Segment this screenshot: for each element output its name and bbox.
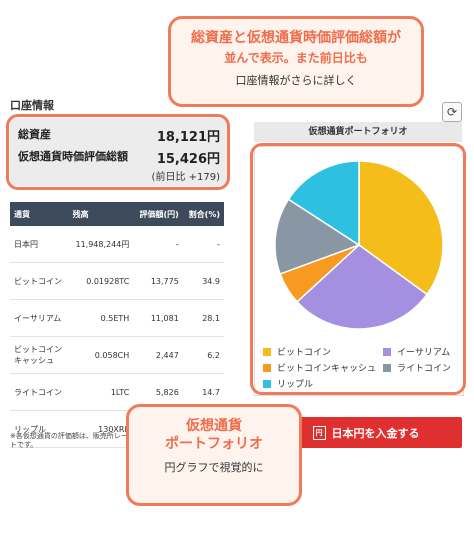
- cell-ratio: 34.9: [182, 262, 224, 300]
- change-text: (前日比 +179): [151, 172, 220, 183]
- pie-slice: [358, 160, 444, 296]
- legend-label: ビットコインキャッシュ: [277, 364, 377, 374]
- crypto-value-row: 仮想通貨時価評価総額 15,426円: [18, 148, 220, 167]
- cell-balance: 130XRP: [68, 410, 134, 448]
- table-header-row: 通貨 残高 評価額(円) 割合(%): [10, 202, 224, 226]
- pie-slice: [287, 160, 360, 247]
- legend-swatch: [383, 363, 391, 372]
- callout-account: 総資産と仮想通貨時価評価総額が 並んで表示。また前日比も 口座情報がさらに詳しく: [168, 16, 424, 107]
- cell-ratio: 28.1: [182, 299, 224, 337]
- portfolio-title: 仮想通貨ポートフォリオ: [254, 122, 462, 142]
- legend-swatch: [263, 379, 271, 388]
- portfolio-pie-chart: [274, 160, 444, 330]
- crypto-value-label: 仮想通貨時価評価総額: [18, 150, 128, 163]
- col-balance: 残高: [68, 202, 134, 226]
- portfolio-highlight-frame: [250, 143, 466, 395]
- legend-swatch: [383, 347, 391, 356]
- account-highlight-frame: [6, 114, 230, 190]
- legend-label: ビットコイン: [277, 348, 332, 358]
- cell-currency: イーサリアム: [10, 299, 69, 337]
- cell-currency: リップル: [10, 410, 69, 448]
- legend-item: イーサリアム: [383, 345, 450, 358]
- cell-balance: 0.058CH: [68, 336, 134, 374]
- deposit-jpy-button[interactable]: 円 日本円を入金する: [270, 417, 462, 448]
- crypto-value: 15,426円: [156, 152, 220, 167]
- cell-currency: ライトコイン: [10, 373, 69, 411]
- legend-item: ライトコイン: [383, 361, 451, 374]
- legend-swatch: [263, 347, 271, 356]
- cell-currency: 日本円: [10, 226, 69, 263]
- table-row: 日本円 11,948,244円 - -: [10, 226, 224, 263]
- callout-portfolio-line1: 仮想通貨: [186, 418, 242, 434]
- pie-slice: [296, 244, 428, 330]
- callout-portfolio-line2: ポートフォリオ: [165, 436, 263, 452]
- pie-slice: [274, 198, 361, 275]
- cell-valuation: -: [133, 226, 183, 263]
- callout-account-line3: 口座情報がさらに詳しく: [235, 74, 357, 87]
- table-row: ビットコイン キャッシュ 0.058CH 2,447 6.2: [10, 336, 224, 374]
- cell-ratio: -: [182, 226, 224, 263]
- callout-account-line1: 総資産と仮想通貨時価評価総額が: [191, 30, 401, 46]
- col-ratio: 割合(%): [182, 202, 224, 226]
- account-summary: 総資産 18,121円 仮想通貨時価評価総額 15,426円 (前日比 +179…: [10, 118, 228, 186]
- cell-balance: 0.5ETH: [68, 299, 134, 337]
- cell-balance: 11,948,244円: [68, 226, 134, 263]
- cell-valuation: 13,775: [133, 262, 183, 300]
- total-assets-label: 総資産: [18, 128, 51, 141]
- legend-swatch: [263, 363, 271, 372]
- holdings-table: 通貨 残高 評価額(円) 割合(%) 日本円 11,948,244円 - - ビットコイ…: [10, 202, 224, 448]
- legend-item: ビットコインキャッシュ: [263, 361, 376, 374]
- cell-balance: 1LTC: [68, 373, 134, 411]
- table-row: イーサリアム 0.5ETH 11,081 28.1: [10, 299, 224, 337]
- account-title: 口座情報: [10, 99, 54, 112]
- col-currency: 通貨: [10, 202, 69, 226]
- callout-account-line2: 並んで表示。また前日比も: [224, 51, 368, 65]
- cell-ratio: 6.2: [182, 336, 224, 374]
- deposit-icon: 円: [312, 425, 326, 440]
- legend-label: イーサリアム: [397, 348, 451, 358]
- table-row: ビットコイン 0.01928TC 13,775 34.9: [10, 262, 224, 300]
- cell-currency: ビットコイン: [10, 262, 69, 300]
- total-assets-value: 18,121円: [156, 130, 220, 145]
- callout-portfolio-line3: 円グラフで視覚的に: [164, 461, 264, 474]
- cell-currency: ビットコイン キャッシュ: [10, 336, 69, 374]
- legend-label: ライトコイン: [397, 364, 452, 374]
- legend-item: リップル: [263, 377, 313, 390]
- refresh-icon[interactable]: ⟳: [442, 102, 462, 122]
- cell-valuation: 11,081: [133, 299, 183, 337]
- valuation-note: ※各仮想通貨の評価額は、販売所レートです。: [10, 432, 128, 449]
- legend-item: ビットコイン: [263, 345, 331, 358]
- portfolio-panel: ビットコイン イーサリアムビットコインキャッシュ ライトコインリップル: [254, 146, 464, 396]
- cell-balance: 0.01928TC: [68, 262, 134, 300]
- cell-valuation: 2,447: [133, 336, 183, 374]
- callout-portfolio: 仮想通貨 ポートフォリオ 円グラフで視覚的に: [126, 404, 302, 506]
- total-assets-row: 総資産 18,121円: [18, 126, 220, 145]
- deposit-button-label: 日本円を入金する: [331, 426, 420, 440]
- legend-label: リップル: [277, 380, 314, 390]
- col-valuation: 評価額(円): [133, 202, 183, 226]
